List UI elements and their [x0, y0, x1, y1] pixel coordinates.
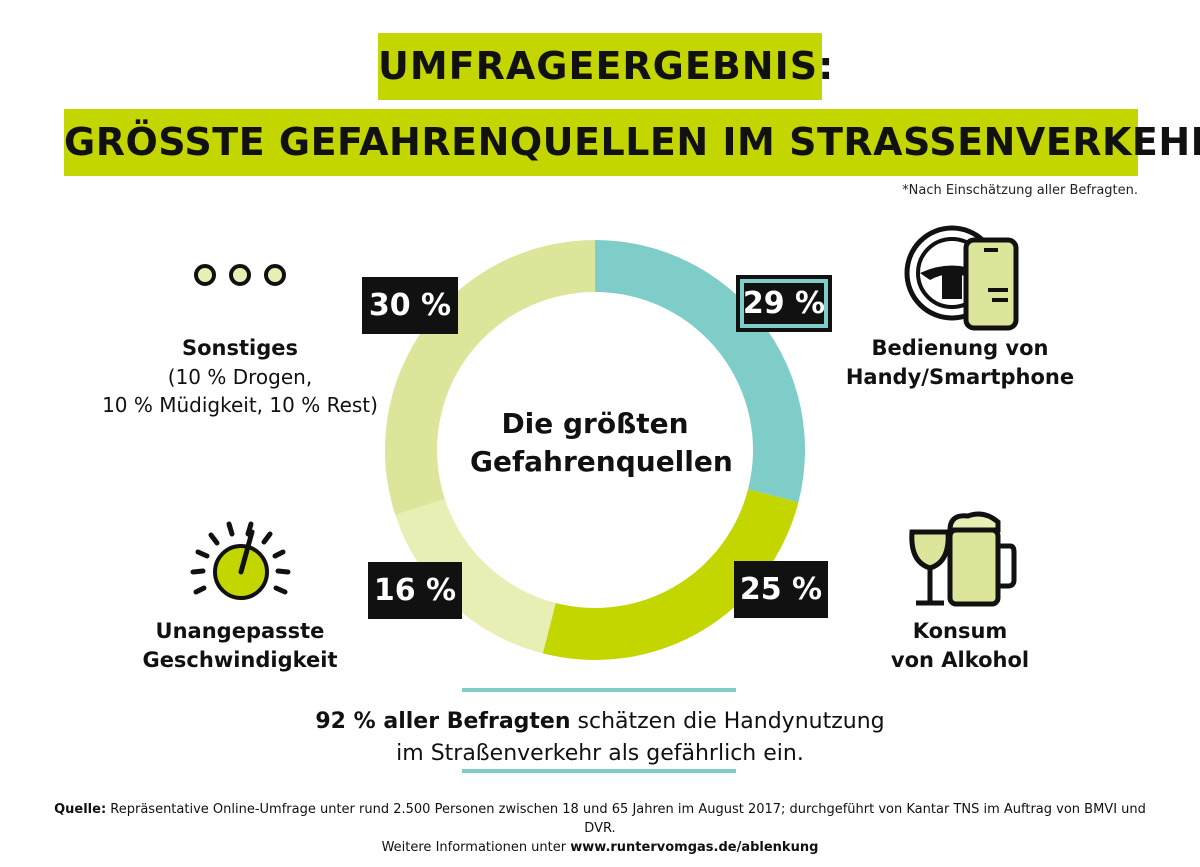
- chart-center-label: Die größten Gefahrenquellen: [470, 405, 733, 481]
- label-alcohol: Konsum von Alkohol: [840, 617, 1080, 675]
- title-banner-line2: GRÖSSTE GEFAHRENQUELLEN IM STRASSENVERKE…: [64, 109, 1200, 176]
- source-url: www.runtervomgas.de/ablenkung: [570, 840, 819, 855]
- footnote: *Nach Einschätzung aller Befragten.: [902, 183, 1138, 198]
- divider-top: [462, 688, 736, 692]
- key-stat-line2: im Straßenverkehr als gefährlich ein.: [396, 741, 804, 766]
- more-dots-icon: [194, 264, 286, 286]
- label-other-line1: (10 % Drogen,: [167, 365, 313, 389]
- source-text: Repräsentative Online-Umfrage unter rund…: [106, 802, 1146, 836]
- percent-label-other: 30 %: [362, 277, 458, 334]
- label-alcohol-line1: Konsum: [912, 619, 1008, 643]
- title-banner-line1: UMFRAGEERGEBNIS:: [378, 33, 833, 100]
- label-speed-line1: Unangepasste: [155, 619, 325, 643]
- percent-phone-text: 29 %: [742, 286, 826, 321]
- key-stat-rest: schätzen die Handynutzung: [570, 709, 885, 734]
- source-line1: Quelle: Repräsentative Online-Umfrage un…: [40, 800, 1160, 838]
- slice-speed: [395, 498, 556, 654]
- label-other-title: Sonstiges: [181, 336, 298, 360]
- speedometer-icon: [190, 521, 291, 600]
- label-phone-line1: Bedienung von: [871, 336, 1049, 360]
- steering-wheel-phone-icon: [904, 225, 1019, 331]
- key-stat-bold: 92 % aller Befragten: [315, 709, 571, 734]
- donut-chart: [385, 240, 805, 660]
- source-more-info: Weitere Informationen unter: [381, 840, 571, 855]
- divider-bottom: [462, 769, 736, 773]
- key-stat-line1: 92 % aller Befragten schätzen die Handyn…: [300, 706, 900, 738]
- label-alcohol-line2: von Alkohol: [890, 648, 1030, 672]
- source-label: Quelle:: [54, 802, 107, 817]
- center-line2: Gefahrenquellen: [470, 445, 733, 478]
- slice-alcohol: [542, 489, 799, 660]
- label-speed-line2: Geschwindigkeit: [142, 648, 338, 672]
- label-other: Sonstiges (10 % Drogen, 10 % Müdigkeit, …: [100, 334, 380, 419]
- slice-phone: [595, 240, 805, 503]
- percent-label-phone: 29 %: [736, 275, 832, 332]
- wine-beer-icon: [909, 511, 1017, 607]
- percent-label-speed: 16 %: [368, 562, 462, 619]
- percent-label-alcohol: 25 %: [734, 561, 828, 618]
- slice-other: [385, 240, 595, 515]
- label-phone-line2: Handy/Smartphone: [845, 365, 1075, 389]
- center-line1: Die größten: [501, 407, 689, 440]
- key-stat: 92 % aller Befragten schätzen die Handyn…: [300, 706, 900, 770]
- source-note: Quelle: Repräsentative Online-Umfrage un…: [40, 800, 1160, 857]
- source-line2: Weitere Informationen unter www.runtervo…: [40, 838, 1160, 857]
- label-phone: Bedienung von Handy/Smartphone: [840, 334, 1080, 392]
- label-speed: Unangepasste Geschwindigkeit: [120, 617, 360, 675]
- label-other-line2: 10 % Müdigkeit, 10 % Rest): [102, 393, 378, 417]
